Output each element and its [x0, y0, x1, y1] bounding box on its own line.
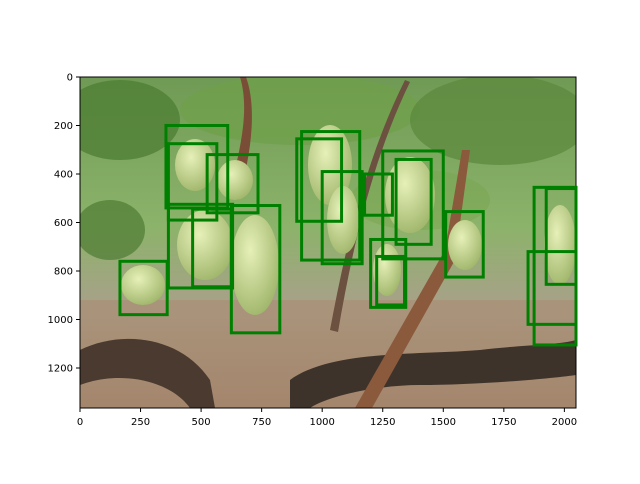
y-tick-label: 200 — [54, 121, 73, 132]
bounding-box — [375, 254, 407, 307]
y-tick-label: 600 — [54, 218, 73, 229]
x-tick-label: 750 — [252, 417, 271, 428]
bounding-box — [295, 137, 344, 223]
bounding-box — [526, 250, 578, 326]
bounding-boxes — [118, 123, 578, 347]
x-tick-label: 500 — [192, 417, 211, 428]
x-tick-label: 0 — [77, 417, 83, 428]
bounding-box — [300, 130, 362, 262]
x-tick-label: 1250 — [370, 417, 395, 428]
bounding-box — [229, 204, 282, 335]
bounding-box — [118, 259, 169, 317]
vineyard-photo — [80, 77, 576, 408]
y-tick-label: 1000 — [48, 315, 73, 326]
y-tick-label: 400 — [54, 169, 73, 180]
x-tick-label: 1000 — [309, 417, 334, 428]
x-axis-ticks: 0 250 500 750 1000 1250 1500 1750 2000 — [77, 408, 577, 428]
y-tick-label: 1200 — [48, 363, 73, 374]
x-tick-label: 1750 — [491, 417, 516, 428]
bounding-box — [444, 210, 485, 279]
bounding-box — [544, 187, 578, 286]
x-tick-label: 2000 — [552, 417, 577, 428]
x-tick-label: 250 — [131, 417, 150, 428]
bounding-box — [394, 157, 433, 246]
y-axis-ticks: 0 200 400 600 800 1000 1200 — [48, 73, 80, 374]
bounding-box — [381, 149, 445, 261]
y-tick-label: 0 — [67, 73, 73, 84]
bounding-box — [320, 170, 364, 266]
y-tick-label: 800 — [54, 266, 73, 277]
x-tick-label: 1500 — [431, 417, 456, 428]
bounding-box — [363, 172, 394, 217]
